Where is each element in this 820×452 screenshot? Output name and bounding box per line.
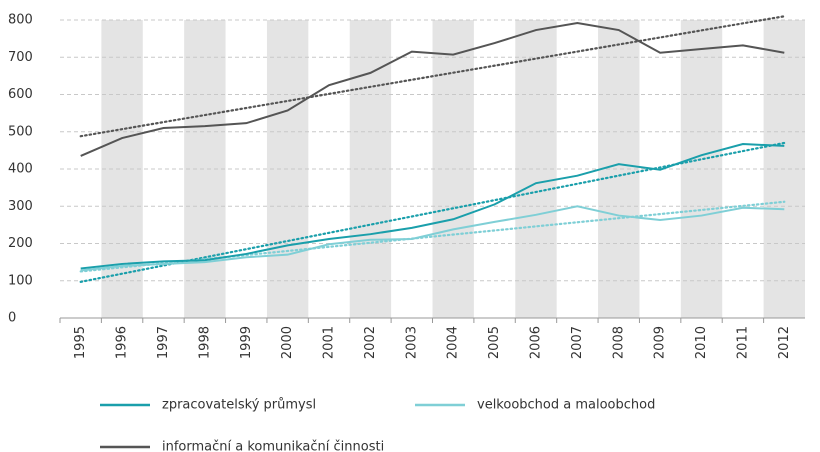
x-tick-label: 2001 <box>322 326 337 359</box>
y-tick-label: 300 <box>8 199 33 214</box>
legend-label: informační a komunikační činnosti <box>162 440 384 452</box>
y-tick-label: 400 <box>8 162 33 177</box>
x-tick-label: 2006 <box>528 326 543 359</box>
y-tick-label: 200 <box>8 236 33 251</box>
x-tick-label: 1995 <box>73 326 88 359</box>
x-tick-label: 1996 <box>115 326 130 359</box>
trend-line <box>79 15 786 138</box>
y-tick-label: 600 <box>8 87 33 102</box>
series-line <box>80 205 785 272</box>
x-tick-label: 1997 <box>156 326 171 359</box>
trend-line <box>79 141 786 283</box>
y-tick-label: 700 <box>8 50 33 65</box>
x-tick-label: 2012 <box>777 326 792 359</box>
x-tick-label: 2011 <box>735 326 750 359</box>
band <box>184 20 226 318</box>
y-tick-label: 100 <box>8 273 33 288</box>
x-tick-label: 2007 <box>570 326 585 359</box>
x-tick-label: 2003 <box>404 326 419 359</box>
legend-label: zpracovatelský průmysl <box>162 398 316 413</box>
series-line <box>80 21 785 157</box>
x-tick-label: 2008 <box>611 326 626 359</box>
x-tick-label: 2009 <box>653 326 668 359</box>
y-tick-label: 500 <box>8 124 33 139</box>
y-tick-label: 800 <box>8 13 33 28</box>
band <box>680 20 723 318</box>
y-tick-label: 0 <box>8 311 16 326</box>
legend-label: velkoobchod a maloobchod <box>477 398 655 413</box>
series-line <box>80 143 785 270</box>
x-tick-label: 1999 <box>239 326 254 359</box>
x-tick-label: 2010 <box>694 326 709 359</box>
x-tick-label: 2005 <box>487 326 502 359</box>
x-tick-label: 2002 <box>363 326 378 359</box>
x-tick-label: 2000 <box>280 326 295 359</box>
x-tick-label: 2004 <box>446 326 461 359</box>
x-tick-label: 1998 <box>197 326 212 359</box>
